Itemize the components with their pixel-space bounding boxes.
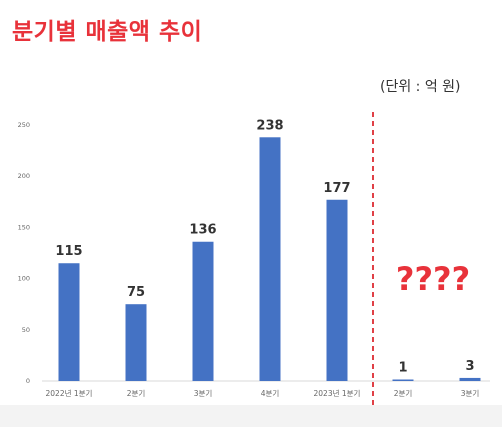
bottom-strip (0, 405, 502, 427)
y-tick-label: 100 (18, 275, 30, 283)
bar (259, 137, 281, 381)
value-label: 115 (55, 244, 82, 259)
x-labels-group: 2022년 1분기 2분기 3분기 4분기 2023년 1분기 2분기 3분기 (46, 388, 480, 398)
bar (392, 379, 414, 381)
value-labels-group: 115 75 136 238 177 1 3 (55, 118, 474, 375)
x-tick-label: 2022년 1분기 (46, 388, 93, 398)
bar (192, 241, 214, 381)
bar (125, 304, 147, 381)
y-tick-label: 50 (22, 326, 30, 334)
question-annotation: ???? (396, 260, 470, 298)
bar (459, 377, 481, 381)
value-label: 177 (323, 181, 350, 196)
page-title: 분기별 매출액 추이 (12, 19, 203, 45)
x-tick-label: 4분기 (261, 389, 280, 398)
value-label: 75 (127, 285, 145, 300)
x-tick-label: 2분기 (394, 389, 413, 398)
x-tick-label: 3분기 (461, 389, 480, 398)
bar (326, 199, 348, 381)
x-tick-label: 2분기 (127, 389, 146, 398)
bars-group (58, 137, 481, 381)
y-axis: 0 50 100 150 200 250 (18, 121, 30, 385)
y-tick-label: 150 (18, 223, 30, 231)
bar (58, 263, 80, 381)
y-tick-label: 250 (18, 121, 30, 129)
x-tick-label: 3분기 (194, 389, 213, 398)
value-label: 238 (256, 118, 283, 133)
y-tick-label: 200 (18, 172, 30, 180)
y-tick-label: 0 (26, 377, 30, 385)
unit-label: (단위 : 억 원) (380, 79, 461, 95)
value-label: 136 (189, 223, 216, 238)
value-label: 1 (398, 361, 407, 376)
x-tick-label: 2023년 1분기 (314, 388, 361, 398)
value-label: 3 (465, 359, 474, 374)
